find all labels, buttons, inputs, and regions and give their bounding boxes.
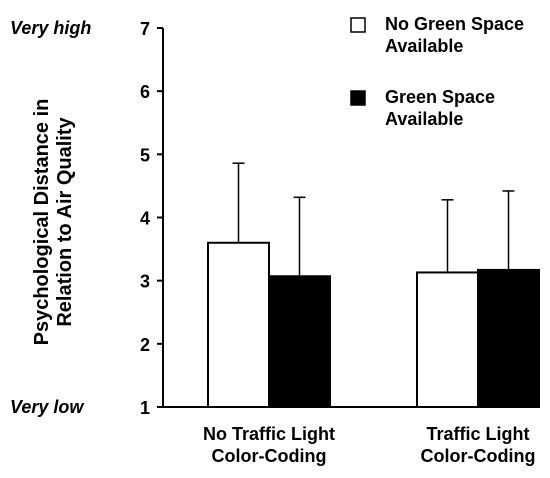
y-tick-label: 3 (140, 272, 150, 292)
legend-label-green-space: Green Space Available (385, 87, 495, 129)
bar-no-traffic-light-green-space (268, 275, 331, 408)
legend-swatch-green-space (350, 90, 366, 106)
y-anchor-low-label: Very low (10, 397, 84, 417)
bar-traffic-light-no-green-space (416, 271, 479, 408)
y-tick-label: 7 (140, 19, 150, 39)
y-axis: 1 2 3 4 5 6 7 Very high Very low Psychological Di… (10, 18, 164, 418)
y-anchor-high-label: Very high (10, 18, 91, 38)
y-tick-label: 2 (140, 335, 150, 355)
bars (207, 241, 540, 409)
x-axis: No Traffic Light Color-Coding Traffic Ligh… (162, 406, 540, 466)
y-tick-label: 1 (140, 398, 150, 418)
bar-no-traffic-light-no-green-space (207, 241, 270, 408)
y-axis-title: Psychological Distance inRelation to Air… (31, 99, 76, 346)
x-category-label-no-traffic-light: No Traffic Light Color-Coding (203, 424, 335, 466)
legend-label-no-green-space: No Green Space Available (385, 14, 524, 56)
legend: No Green Space Available Green Space Availa… (350, 14, 524, 129)
y-tick-label: 4 (140, 209, 150, 229)
y-tick-label: 5 (140, 145, 150, 165)
error-bars (232, 162, 515, 277)
bar-traffic-light-green-space (477, 268, 540, 409)
x-category-label-traffic-light: Traffic Light Color-Coding (421, 424, 536, 466)
legend-swatch-no-green-space (350, 17, 366, 33)
y-tick-label: 6 (140, 82, 150, 102)
